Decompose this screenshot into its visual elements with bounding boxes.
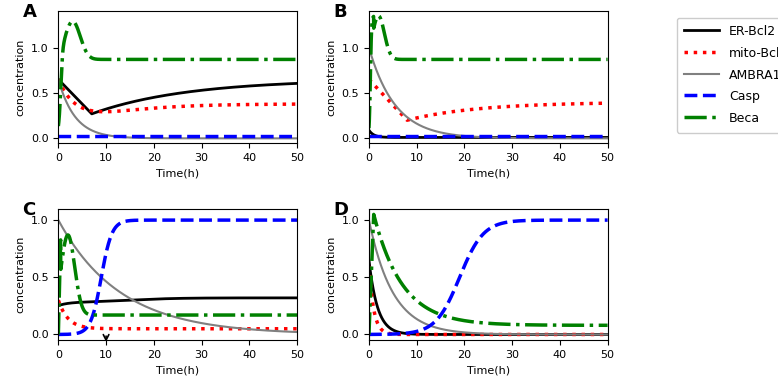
Legend: ER-Bcl2, mito-Bcl2, AMBRA1, Casp, Beca: ER-Bcl2, mito-Bcl2, AMBRA1, Casp, Beca bbox=[677, 18, 778, 133]
X-axis label: Time(h): Time(h) bbox=[467, 168, 510, 178]
Y-axis label: concentration: concentration bbox=[16, 39, 26, 116]
X-axis label: Time(h): Time(h) bbox=[156, 366, 199, 375]
Text: D: D bbox=[333, 201, 348, 219]
X-axis label: Time(h): Time(h) bbox=[156, 168, 199, 178]
Text: C: C bbox=[23, 201, 36, 219]
Text: A: A bbox=[23, 3, 37, 22]
Y-axis label: concentration: concentration bbox=[326, 39, 336, 116]
Y-axis label: concentration: concentration bbox=[16, 236, 26, 313]
Y-axis label: concentration: concentration bbox=[326, 236, 336, 313]
X-axis label: Time(h): Time(h) bbox=[467, 366, 510, 375]
Text: B: B bbox=[333, 3, 347, 22]
